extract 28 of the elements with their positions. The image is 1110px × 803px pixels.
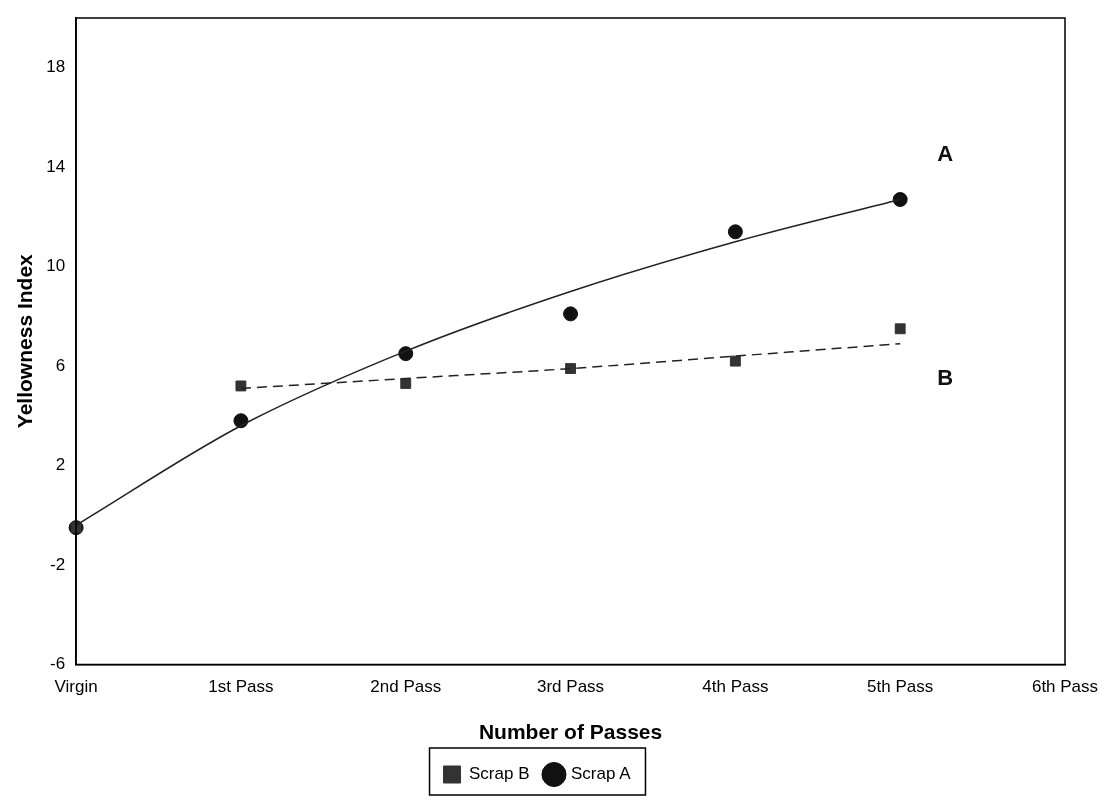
y-tick-label: 10 (46, 256, 66, 276)
point (894, 323, 906, 335)
x-tick-label: 1st Pass (208, 677, 274, 697)
y-tick-label: -6 (49, 654, 66, 674)
x-tick-label: Virgin (54, 677, 98, 697)
x-axis-title: Number of Passes (478, 720, 663, 744)
point (235, 380, 247, 392)
x-tick-label: 2nd Pass (370, 677, 442, 697)
point (400, 378, 412, 389)
annotation: B (937, 364, 954, 390)
point (565, 363, 576, 374)
y-axis-title: Yellowness Index (13, 253, 37, 429)
y-tick-label: 2 (55, 455, 66, 475)
point (892, 191, 908, 207)
y-tick-label: 18 (46, 57, 66, 77)
x-tick-label: 5th Pass (867, 677, 934, 697)
point (727, 224, 743, 240)
x-tick-label: 3rd Pass (537, 677, 605, 697)
x-tick-label: 4th Pass (702, 677, 769, 697)
x-tick-label: 6th Pass (1031, 677, 1099, 697)
point (729, 355, 741, 367)
annotation: A (937, 140, 954, 166)
y-tick-label: 14 (46, 156, 66, 176)
legend-label: Scrap B (469, 764, 530, 784)
legend-label: Scrap A (571, 764, 632, 784)
point (563, 306, 579, 322)
y-tick-label: -2 (49, 554, 66, 574)
y-tick-label: 6 (55, 355, 66, 375)
